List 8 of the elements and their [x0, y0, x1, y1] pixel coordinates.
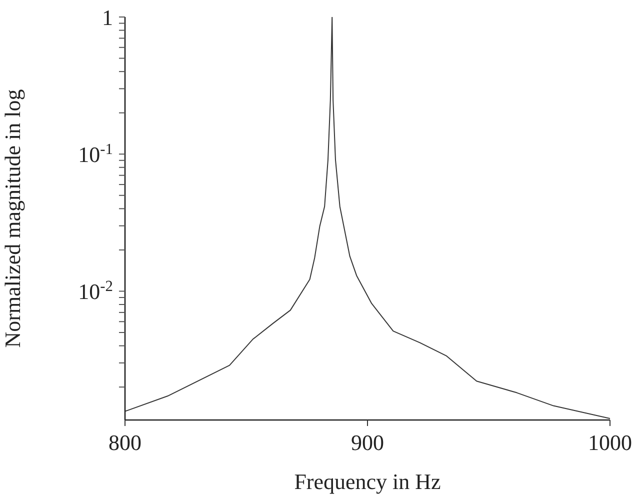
x-tick-label: 800: [108, 430, 142, 455]
y-tick-label: 1: [102, 5, 113, 30]
x-tick-label: 1000: [588, 430, 632, 455]
x-axis-title: Frequency in Hz: [294, 469, 442, 494]
y-tick-label: 10$^{-2}$: [78, 278, 113, 304]
y-axis-title: Normalized magnitude in log: [0, 89, 25, 348]
x-tick-label: 900: [351, 430, 384, 455]
y-tick-label: 10$^{-1}$: [78, 140, 113, 168]
